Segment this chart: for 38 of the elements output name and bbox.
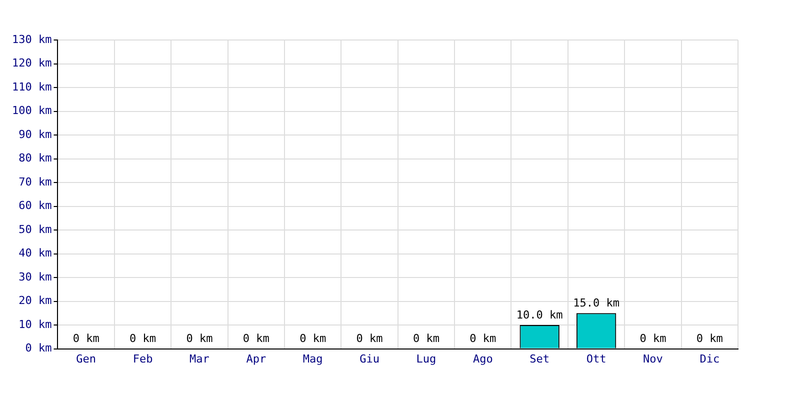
data-label: 15.0 km: [573, 296, 620, 310]
y-tick-label: 80 km: [18, 152, 52, 165]
x-tick-label: Apr: [246, 352, 266, 366]
data-label: 10.0 km: [516, 308, 564, 322]
data-label: 0 km: [696, 332, 724, 346]
data-label: 0 km: [640, 332, 667, 346]
data-label: 0 km: [242, 332, 270, 346]
x-tick-label: Ago: [472, 352, 493, 366]
data-label: 0 km: [130, 332, 156, 346]
y-tick-label: 90 km: [18, 128, 52, 141]
y-tick-label: 50 km: [18, 222, 52, 236]
y-tick-label: 30 km: [18, 270, 52, 284]
x-tick-label: Feb: [132, 352, 153, 366]
x-tick-label: Mar: [190, 352, 210, 366]
y-tick-label: 130 km: [12, 32, 52, 46]
data-label: 0 km: [412, 332, 440, 346]
data-label: 0 km: [186, 332, 214, 346]
y-tick-label: 40 km: [18, 246, 52, 260]
x-tick-label: Nov: [643, 352, 664, 366]
data-label: 0 km: [356, 332, 384, 346]
x-tick-label: Set: [530, 352, 550, 366]
y-tick-label: 10 km: [18, 318, 52, 331]
y-tick-label: 20 km: [18, 294, 52, 308]
y-tick-label: 110 km: [12, 80, 52, 94]
y-tick-label: 120 km: [12, 56, 52, 70]
y-tick-label: 0 km: [25, 342, 52, 355]
y-tick-label: 70 km: [18, 175, 52, 188]
x-tick-label: Ott: [586, 352, 606, 366]
x-tick-label: Giu: [360, 352, 380, 366]
data-label: 0 km: [72, 332, 100, 346]
data-label: 0 km: [470, 332, 497, 346]
y-tick-label: 100 km: [12, 104, 52, 118]
x-tick-label: Gen: [76, 352, 96, 366]
x-tick-label: Dic: [700, 352, 720, 366]
data-label: 0 km: [300, 332, 326, 346]
x-tick-label: Lug: [416, 352, 436, 366]
x-tick-label: Mag: [302, 352, 323, 366]
y-tick-label: 60 km: [18, 199, 52, 212]
